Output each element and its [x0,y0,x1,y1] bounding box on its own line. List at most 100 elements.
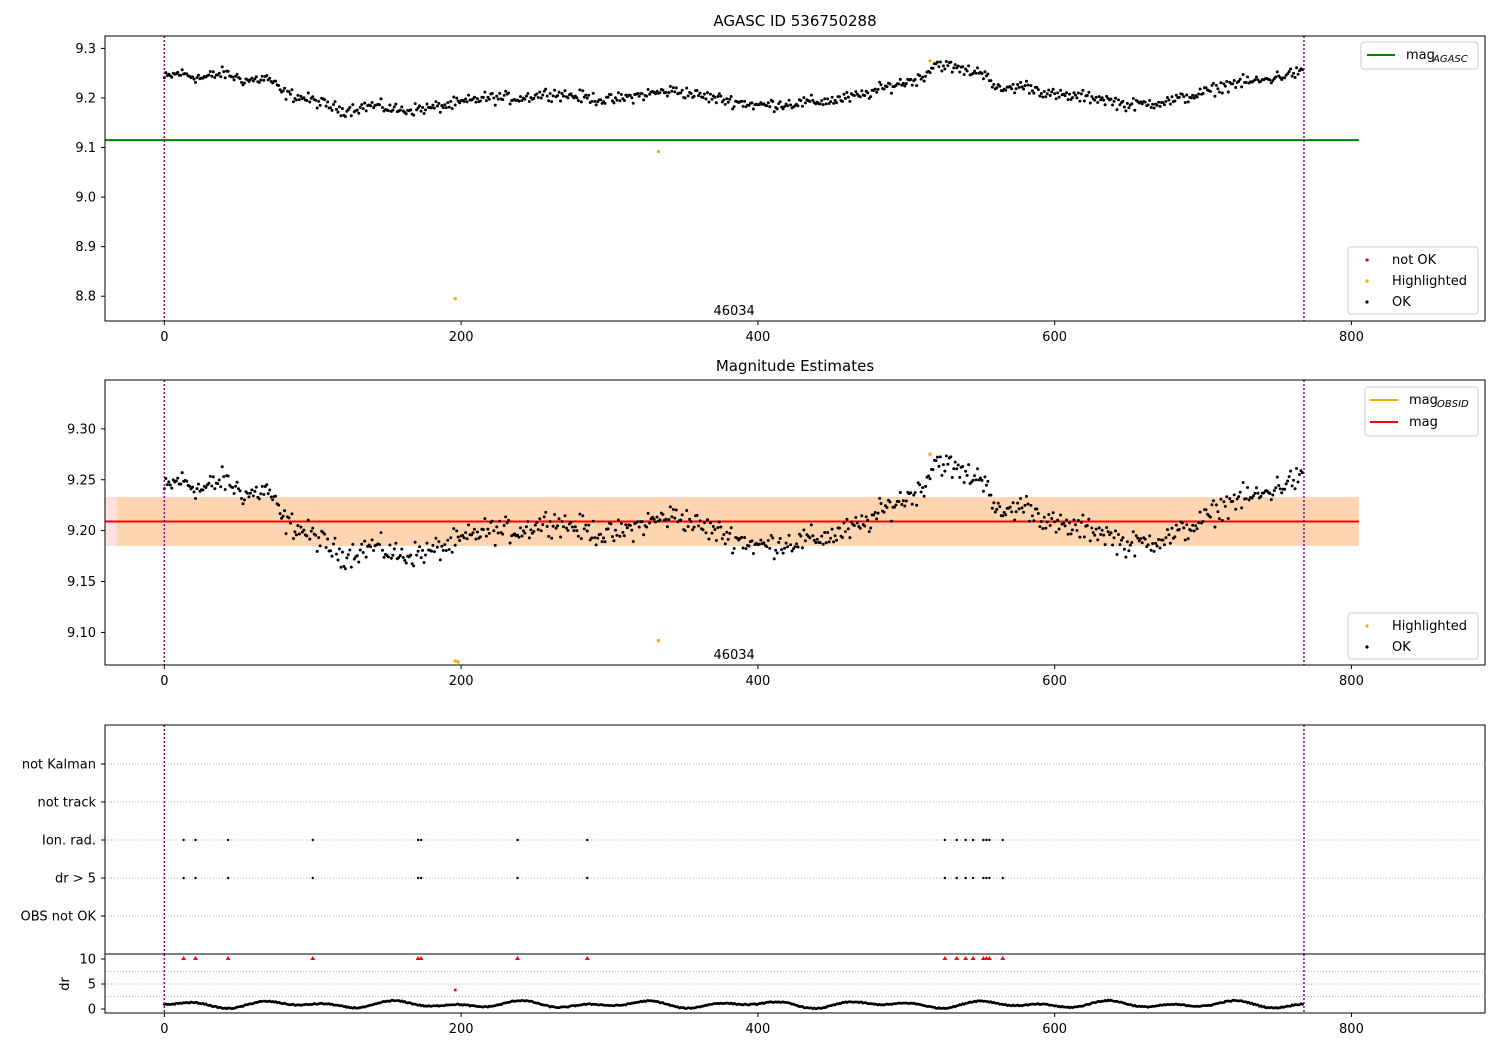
data-point-ok [455,529,459,533]
data-point-ok [974,478,978,482]
data-point-ok [937,65,941,69]
data-point-ok [717,520,721,524]
data-point-ok [1173,99,1177,103]
data-point-ok [921,75,925,79]
data-point-ok [508,541,512,545]
data-point-ok [1115,108,1119,112]
data-point-ok [1017,85,1021,89]
data-point-ok [1048,524,1052,528]
data-point-ok [1277,483,1281,487]
data-point-ok [888,82,892,86]
data-point-ok [1137,539,1141,543]
data-point-ok [787,98,791,102]
data-point-ok [606,527,610,531]
data-point-ok [486,95,490,99]
data-point-ok [799,99,803,103]
data-point-ok [1161,538,1165,542]
data-point-ok [575,96,579,100]
data-point-highlighted [453,297,457,301]
data-point-ok [1081,513,1085,517]
flag-row-label: not track [37,796,96,811]
data-point-ok [1013,518,1017,522]
data-point-ok [640,92,644,96]
data-point-ok [1296,480,1300,484]
data-point-ok [867,530,871,534]
data-point-ok [1023,84,1027,88]
data-point-ok [1246,486,1250,490]
data-point-ok [691,528,695,532]
data-point-ok [1220,91,1224,95]
data-point-ok [869,526,873,530]
data-point-ok [986,479,990,483]
data-point-ok [944,454,948,458]
data-point-ok [1026,502,1030,506]
data-point-ok [1063,94,1067,98]
data-point-ok [527,99,531,103]
data-point-ok [326,100,330,104]
data-point-ok [946,462,950,466]
data-point-ok [619,92,623,96]
data-point-ok [262,492,266,496]
flag-point [311,838,314,842]
data-point-ok [1045,92,1049,96]
data-point-ok [392,105,396,109]
data-point-ok [294,98,298,102]
agasc-magnitude-panel: 0 200 400 600 800 8.8 8.9 9.0 9.1 9.2 9.3 AGASC ID… [75,12,1486,345]
data-point-ok [928,477,932,481]
data-point-ok [542,89,546,93]
x-tick-label: 800 [1339,330,1364,345]
data-point-ok [637,94,641,98]
data-point-ok [1254,75,1258,79]
data-point-ok [981,77,985,81]
data-point-ok [351,542,355,546]
data-point-ok [562,94,566,98]
data-point-ok [443,103,447,107]
data-point-ok [777,540,781,544]
data-point-ok [894,503,898,507]
data-point-ok [434,536,438,540]
data-point-ok [1185,523,1189,527]
data-point-ok [1296,72,1300,76]
data-point-ok [507,91,511,95]
data-point-ok [425,102,429,106]
data-point-ok [949,60,953,64]
data-point-ok [196,482,200,486]
data-point-ok [811,98,815,102]
data-point-ok [536,95,540,99]
data-point-ok [759,538,763,542]
data-point-ok [1197,92,1201,96]
data-point-ok [1002,511,1006,515]
data-point-ok [548,520,552,524]
data-point-ok [1096,100,1100,104]
data-point-ok [743,99,747,103]
data-point-ok [1122,547,1126,551]
data-point-ok [1085,523,1089,527]
data-point-ok [337,105,341,109]
data-point-ok [1010,87,1014,91]
data-point-ok [731,551,735,555]
dr-clipped-marker [986,956,992,960]
data-point-ok [1036,512,1040,516]
data-point-ok [432,106,436,110]
data-point-ok [235,72,239,76]
data-point-ok [781,551,785,555]
data-point-ok [1029,503,1033,507]
data-point-ok [909,491,913,495]
data-point-ok [204,486,208,490]
data-point-ok [983,70,987,74]
data-point-ok [220,65,224,69]
data-point-ok [1238,490,1242,494]
data-point-ok [1180,92,1184,96]
data-point-ok [382,555,386,559]
data-point-ok [581,514,585,518]
data-point-ok [545,525,549,529]
data-point-ok [955,467,959,471]
data-point-ok [705,518,709,522]
data-point-ok [751,107,755,111]
data-point-ok [768,546,772,550]
data-point-ok [1016,501,1020,505]
data-point-ok [281,89,285,93]
data-point-ok [343,115,347,119]
data-point-ok [435,104,439,108]
data-point-ok [1105,526,1109,530]
